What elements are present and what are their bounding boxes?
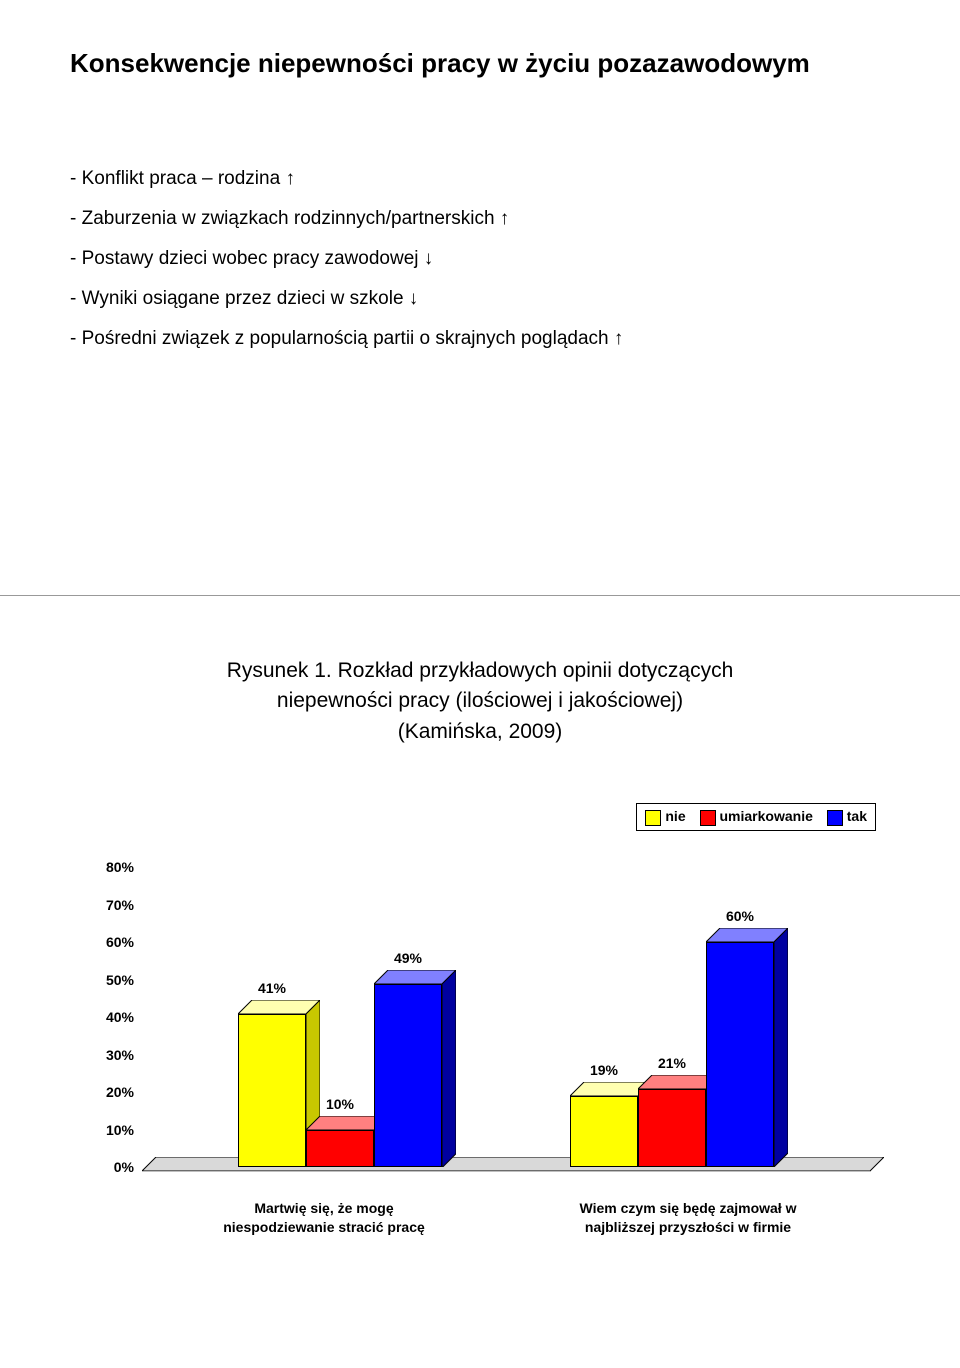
chart-title: Rysunek 1. Rozkład przykładowych opinii … <box>130 656 830 747</box>
chart-bar: 60% <box>706 942 774 1167</box>
legend-swatch-nie <box>645 810 661 826</box>
chart-bar: 21% <box>638 1089 706 1168</box>
bullet-item: - Konflikt praca – rodzina ↑ <box>70 159 890 199</box>
legend-label: umiarkowanie <box>720 808 813 824</box>
chart: nie umiarkowanie tak 0%10%20%30%40%50%60… <box>90 837 870 1237</box>
y-tick-label: 40% <box>90 1009 134 1025</box>
bullet-item: - Postawy dzieci wobec pracy zawodowej ↓ <box>70 239 890 279</box>
slide-consequences: Konsekwencje niepewności pracy w życiu p… <box>0 0 960 595</box>
y-tick-label: 0% <box>90 1159 134 1175</box>
chart-bar: 41% <box>238 1014 306 1168</box>
chart-bar: 19% <box>570 1096 638 1167</box>
bullet-list: - Konflikt praca – rodzina ↑ - Zaburzeni… <box>70 159 890 358</box>
bar-value-label: 19% <box>590 1062 618 1078</box>
bullet-item: - Zaburzenia w związkach rodzinnych/part… <box>70 199 890 239</box>
chart-plot: 0%10%20%30%40%50%60%70%80%41%10%49%19%21… <box>142 837 870 1167</box>
bar-value-label: 10% <box>326 1096 354 1112</box>
legend-label: nie <box>665 808 685 824</box>
y-tick-label: 70% <box>90 897 134 913</box>
y-tick-label: 80% <box>90 859 134 875</box>
bar-value-label: 41% <box>258 980 286 996</box>
y-tick-label: 20% <box>90 1084 134 1100</box>
x-axis-label: Martwię się, że mogęniespodziewanie stra… <box>142 1199 506 1237</box>
y-tick-label: 60% <box>90 934 134 950</box>
chart-bar: 49% <box>374 984 442 1168</box>
chart-title-line: niepewności pracy (ilościowej i jakościo… <box>277 689 683 712</box>
slide-chart: Rysunek 1. Rozkład przykładowych opinii … <box>0 596 960 1368</box>
bar-value-label: 60% <box>726 908 754 924</box>
bar-value-label: 49% <box>394 950 422 966</box>
chart-title-line: Rysunek 1. Rozkład przykładowych opinii … <box>227 659 734 682</box>
bullet-item: - Wyniki osiągane przez dzieci w szkole … <box>70 279 890 319</box>
legend-label: tak <box>847 808 867 824</box>
chart-legend: nie umiarkowanie tak <box>636 803 876 830</box>
legend-swatch-tak <box>827 810 843 826</box>
legend-swatch-umiarkowanie <box>700 810 716 826</box>
bullet-item: - Pośredni związek z popularnością parti… <box>70 319 890 359</box>
y-tick-label: 30% <box>90 1047 134 1063</box>
y-tick-label: 10% <box>90 1122 134 1138</box>
chart-xlabels: Martwię się, że mogęniespodziewanie stra… <box>142 1199 870 1237</box>
slide1-title: Konsekwencje niepewności pracy w życiu p… <box>70 48 890 79</box>
y-tick-label: 50% <box>90 972 134 988</box>
bar-value-label: 21% <box>658 1055 686 1071</box>
chart-title-line: (Kamińska, 2009) <box>398 720 563 743</box>
chart-bar: 10% <box>306 1130 374 1168</box>
x-axis-label: Wiem czym się będę zajmował wnajbliższej… <box>506 1199 870 1237</box>
